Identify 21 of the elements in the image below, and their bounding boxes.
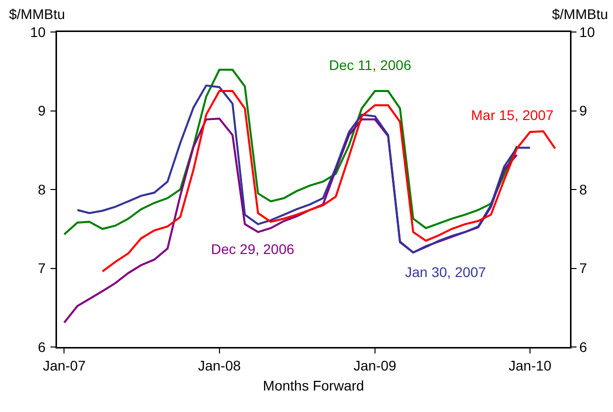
series-label: Jan 30, 2007: [405, 264, 486, 280]
y2-tick-label: 6: [579, 338, 588, 355]
y2-tick-label: 10: [579, 24, 596, 40]
y2-tick-label: 9: [579, 102, 588, 119]
x-axis-title: Months Forward: [262, 377, 364, 394]
y2-tick-label: 8: [579, 181, 588, 198]
y2-axis-title: $/MMBtu: [552, 6, 608, 22]
x-tick-label: Jan-10: [508, 357, 552, 374]
x-tick-label: Jan-09: [354, 357, 397, 374]
series-label: Dec 29, 2006: [211, 241, 294, 257]
y-tick-label: 8: [38, 181, 46, 198]
y-tick-label: 10: [30, 24, 46, 40]
y-tick-label: 6: [38, 338, 46, 355]
y-tick-label: 9: [38, 102, 46, 119]
y-tick-label: 7: [38, 260, 46, 276]
series-label: Mar 15, 2007: [471, 107, 554, 123]
x-tick-label: Jan-07: [42, 357, 86, 374]
y-axis-title: $/MMBtu: [9, 6, 66, 22]
x-tick-label: Jan-08: [198, 357, 241, 374]
y2-tick-label: 7: [579, 260, 588, 276]
series-label: Dec 11, 2006: [329, 57, 412, 73]
